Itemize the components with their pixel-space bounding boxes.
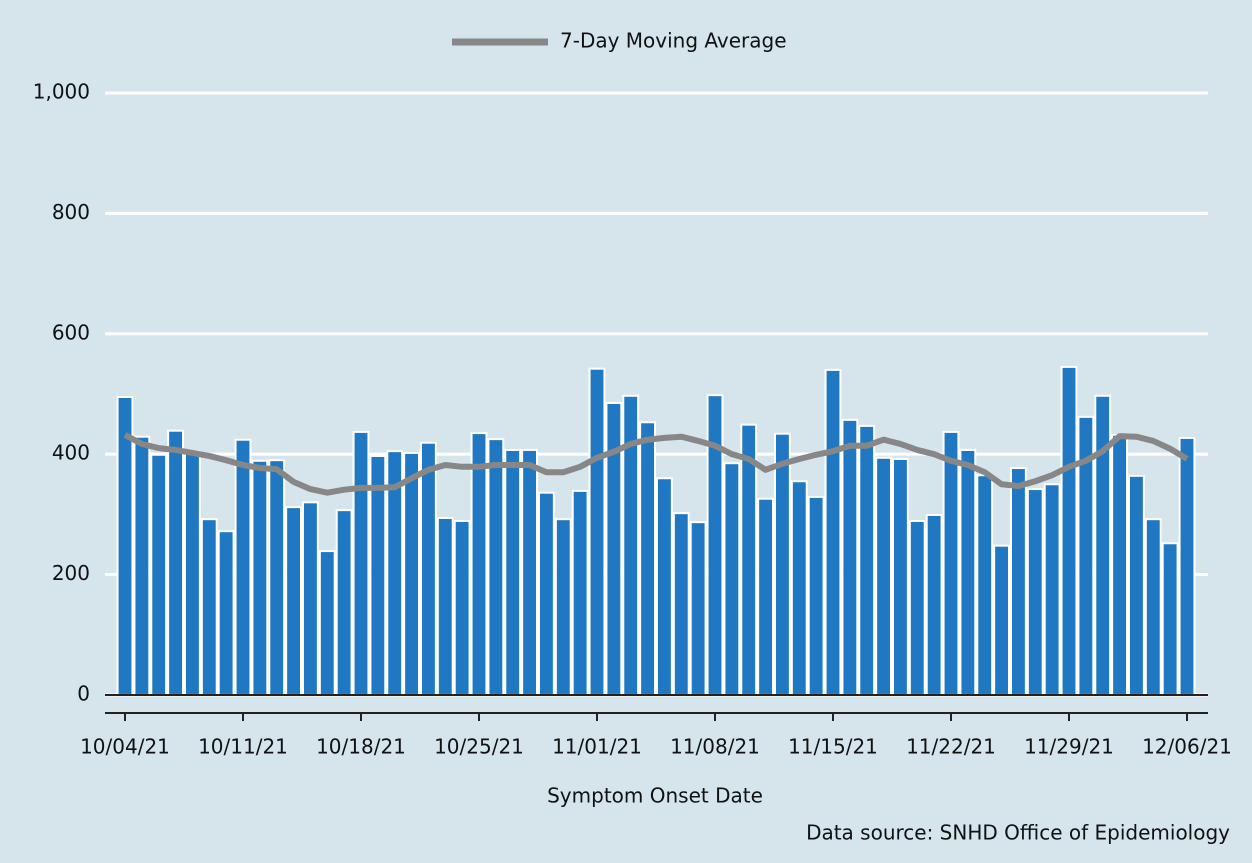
y-tick-label: 0 — [77, 681, 90, 705]
bar — [656, 477, 673, 696]
bar — [302, 501, 319, 696]
x-axis-label: Symptom Onset Date — [547, 784, 763, 808]
bar — [251, 459, 269, 696]
bar — [1111, 433, 1128, 696]
bar — [639, 421, 657, 696]
bar — [200, 518, 218, 696]
bar — [504, 448, 522, 696]
x-tick-label: 12/06/21 — [1142, 735, 1232, 759]
bar — [521, 448, 539, 696]
y-tick-label: 200 — [52, 561, 90, 585]
bar — [150, 453, 168, 696]
bar — [167, 429, 184, 696]
bar — [538, 491, 555, 696]
x-tick-label: 11/15/21 — [788, 735, 878, 759]
bar — [807, 495, 825, 696]
y-tick-label: 400 — [52, 441, 90, 465]
bar — [318, 550, 336, 696]
bar — [1010, 467, 1027, 696]
bar — [217, 530, 235, 696]
bar — [841, 418, 859, 696]
bar — [858, 424, 876, 696]
bar — [706, 394, 724, 696]
bar — [993, 544, 1011, 696]
bar — [672, 512, 690, 696]
bar — [554, 518, 572, 696]
bar — [335, 509, 353, 696]
bar — [453, 519, 471, 696]
line-series — [123, 432, 1189, 496]
bar — [774, 432, 791, 696]
bar — [824, 368, 842, 696]
x-tick-label: 11/01/21 — [552, 735, 642, 759]
x-tick-label: 10/18/21 — [316, 735, 406, 759]
x-tick-label: 10/25/21 — [434, 735, 524, 759]
legend-label: 7-Day Moving Average — [560, 29, 787, 53]
bar — [420, 441, 437, 696]
bar — [184, 450, 201, 696]
y-tick-label: 800 — [52, 200, 90, 224]
x-tick-label: 11/08/21 — [670, 735, 760, 759]
bar — [908, 519, 926, 696]
x-tick-label: 11/22/21 — [906, 735, 996, 759]
bar — [470, 432, 488, 696]
bar — [403, 451, 420, 696]
bar — [790, 480, 808, 696]
bar — [1043, 483, 1061, 696]
bar — [436, 516, 454, 696]
bar — [1026, 488, 1044, 696]
bar — [369, 454, 387, 696]
bar — [1161, 542, 1179, 696]
bar — [1094, 394, 1112, 696]
bar — [234, 438, 252, 696]
bar — [116, 395, 134, 696]
bar — [1144, 518, 1162, 696]
bar — [925, 513, 943, 696]
bar — [757, 497, 775, 696]
x-tick-label: 10/11/21 — [198, 735, 288, 759]
y-tick-label: 1,000 — [33, 80, 90, 104]
bar — [942, 430, 960, 696]
source-note: Data source: SNHD Office of Epidemiology — [806, 821, 1230, 845]
bar — [588, 367, 606, 696]
bar — [268, 459, 286, 696]
x-tick-label: 10/04/21 — [80, 735, 170, 759]
bar — [133, 435, 151, 696]
x-tick-label: 11/29/21 — [1024, 735, 1114, 759]
bar — [571, 489, 589, 696]
bar — [959, 448, 977, 696]
bar — [1128, 474, 1145, 696]
bar — [723, 462, 741, 696]
y-tick-label: 600 — [52, 320, 90, 344]
bar — [1178, 436, 1196, 696]
bar — [875, 456, 893, 696]
bar — [285, 506, 302, 696]
bar — [487, 438, 505, 696]
bar — [1060, 365, 1078, 696]
bar — [976, 474, 994, 696]
bar — [689, 521, 707, 696]
bar — [892, 457, 909, 696]
bar — [352, 430, 370, 696]
